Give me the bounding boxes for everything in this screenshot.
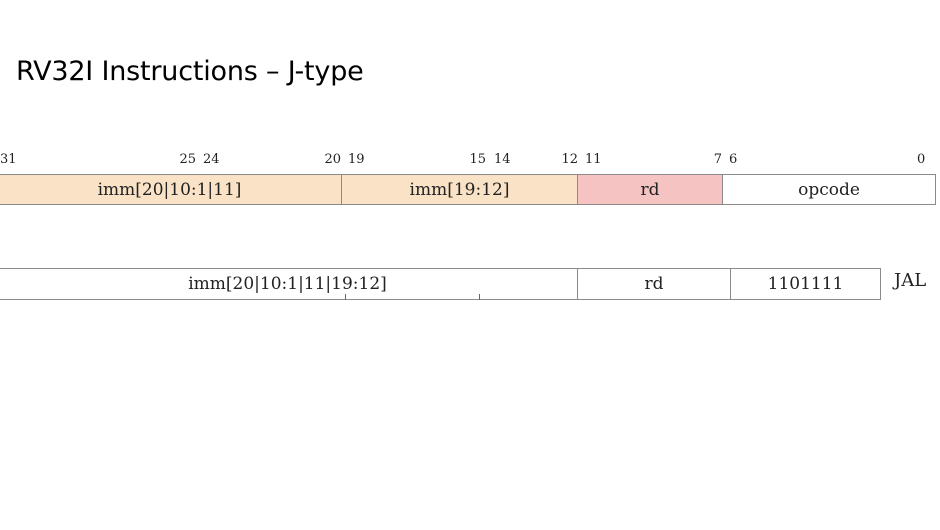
jal-field-imm: imm[20|10:1|11|19:12] [0, 268, 578, 300]
bit-label-0: 0 [917, 152, 926, 167]
jal-field-rd: rd [577, 268, 731, 300]
jal-imm-divider-tick [345, 294, 346, 300]
jal-mnemonic: JAL [894, 270, 927, 291]
bit-label-15: 15 [469, 152, 486, 167]
field-imm-20-10-1-11: imm[20|10:1|11] [0, 174, 342, 205]
slide-title: RV32I Instructions – J-type [16, 56, 364, 87]
field-imm-19-12: imm[19:12] [341, 174, 578, 205]
jal-field-opcode: 1101111 [730, 268, 881, 300]
bit-label-31: 31 [0, 152, 17, 167]
bit-label-11: 11 [585, 152, 602, 167]
field-rd: rd [577, 174, 723, 205]
bit-label-6: 6 [729, 152, 738, 167]
bit-label-14: 14 [494, 152, 511, 167]
bit-label-19: 19 [348, 152, 365, 167]
field-opcode: opcode [722, 174, 936, 205]
bit-label-24: 24 [203, 152, 220, 167]
bit-label-7: 7 [713, 152, 722, 167]
bit-label-20: 20 [324, 152, 341, 167]
bit-label-25: 25 [179, 152, 196, 167]
bit-label-12: 12 [561, 152, 578, 167]
jal-imm-divider-tick [479, 294, 480, 300]
